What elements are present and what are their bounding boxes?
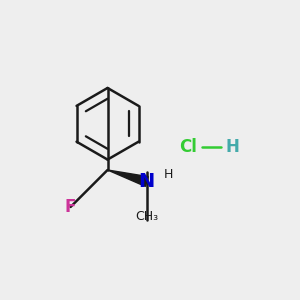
Text: CH₃: CH₃ [135,210,158,223]
Text: H: H [164,168,173,181]
Text: Cl: Cl [179,138,197,156]
Text: F: F [65,198,76,216]
Text: N: N [139,172,155,191]
Text: H: H [225,138,239,156]
Polygon shape [108,170,148,186]
